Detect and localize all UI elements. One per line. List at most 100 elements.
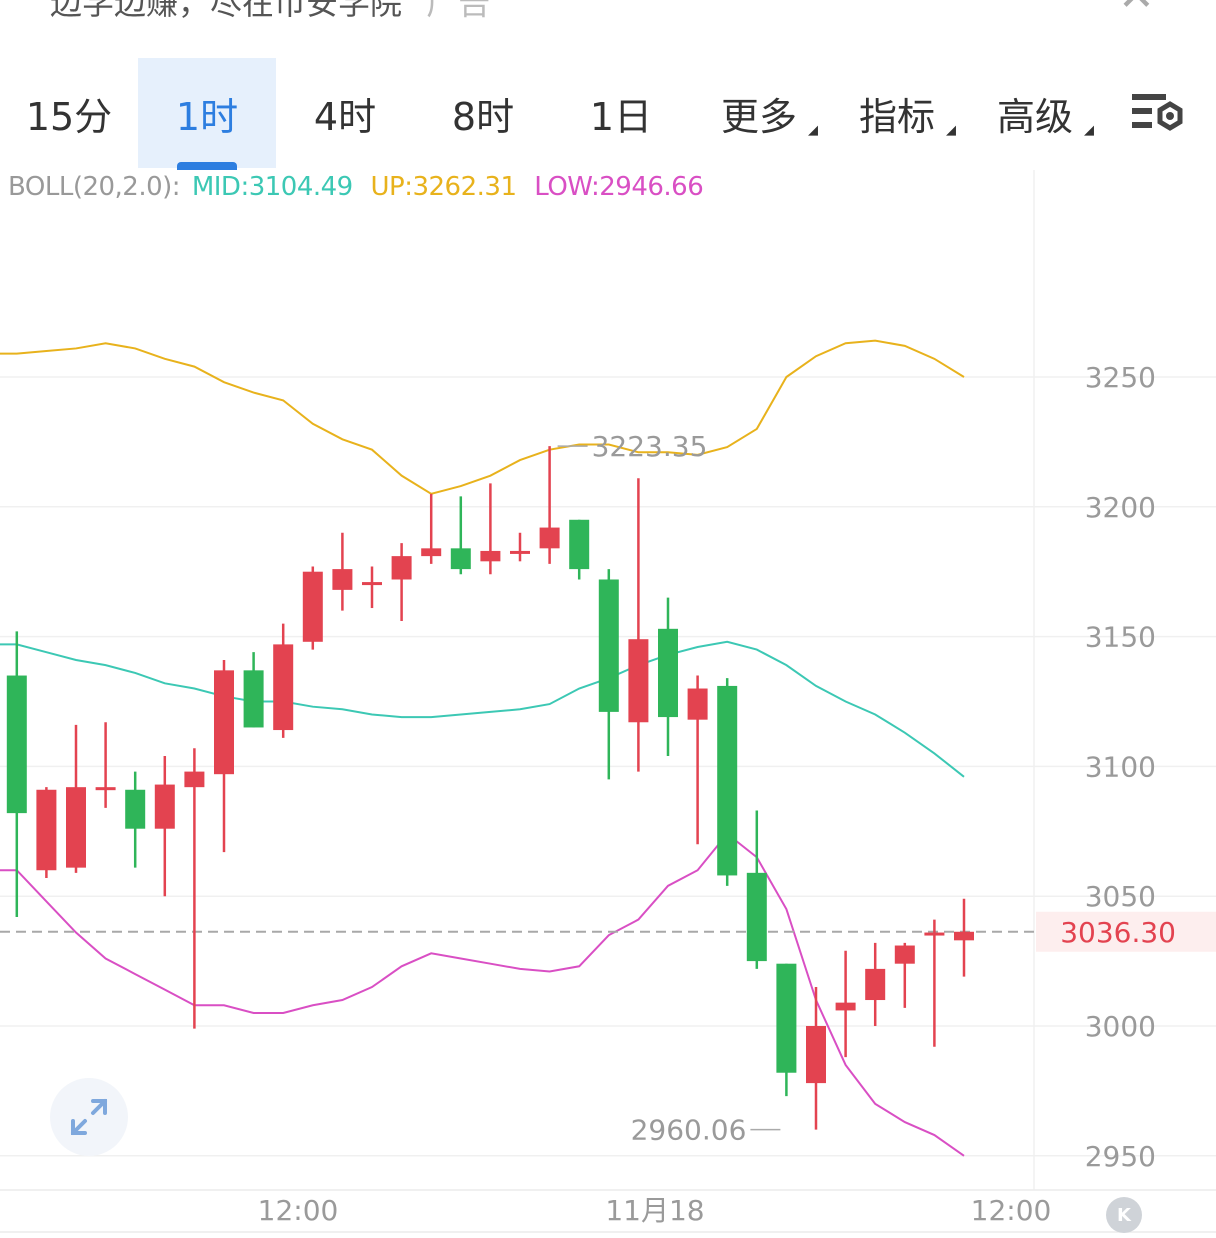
candle-body (421, 548, 442, 557)
candle (214, 659, 234, 853)
low-price-label: 2960.06 (631, 1114, 747, 1147)
candle-body (243, 670, 264, 728)
expand-icon (71, 1099, 107, 1135)
tab-8h[interactable]: 8时 (414, 58, 552, 168)
tab-label: 1日 (589, 94, 653, 139)
candle-body (36, 789, 57, 871)
y-axis-label: 3250 (1085, 361, 1156, 394)
tab-label: 指标 (858, 94, 935, 139)
candle (95, 722, 116, 808)
candle-body (717, 685, 738, 876)
candle (569, 519, 590, 580)
candle (894, 942, 915, 1008)
candle (450, 496, 471, 575)
candle-body (806, 1026, 826, 1084)
ad-title[interactable]: 边学边赚，尽在币安学院 广告 (50, 0, 490, 24)
tab-advanced[interactable]: 高级 ◢ (966, 58, 1104, 168)
candle (421, 493, 442, 564)
candle-body (510, 550, 530, 554)
candle (717, 678, 738, 886)
candle-body (539, 527, 560, 549)
ad-title-text: 边学边赚，尽在币安学院 (50, 0, 403, 22)
candle-body (273, 644, 294, 731)
candle (66, 724, 86, 873)
boll-mid-value: MID:3104.49 (191, 172, 353, 202)
candle-body (154, 784, 175, 829)
tab-more[interactable]: 更多 ◢ (690, 58, 828, 168)
tab-indicators[interactable]: 指标 ◢ (828, 58, 966, 168)
candle (776, 963, 797, 1097)
high-price-label: 3223.35 (592, 430, 708, 463)
ad-label: 广告 (426, 0, 491, 22)
candle (510, 532, 530, 562)
candle-body (598, 579, 619, 712)
candle (539, 446, 560, 564)
candle-body (954, 931, 974, 941)
boll-legend: BOLL(20,2.0): MID:3104.49 UP:3262.31 LOW… (8, 172, 713, 202)
candle-body (628, 639, 649, 723)
candle-body (658, 628, 678, 718)
x-axis-label: 12:00 (258, 1194, 339, 1227)
candle (36, 787, 57, 879)
chart-settings-icon[interactable] (1128, 88, 1188, 140)
boll-up-value: UP:3262.31 (370, 172, 518, 202)
x-axis-label: 11月18 (605, 1194, 704, 1227)
timeframe-tabs: 15分 1时 4时 8时 1日 更多 ◢ 指标 ◢ 高级 ◢ (0, 58, 1216, 170)
candle-body (391, 556, 412, 580)
candle-body (569, 519, 590, 570)
boll-low-value: LOW:2946.66 (534, 172, 704, 202)
candle-body (746, 872, 767, 962)
candle (628, 478, 649, 772)
candle-body (450, 548, 471, 570)
candle-body (835, 1002, 856, 1011)
candle-body (776, 963, 797, 1073)
tab-label: 15分 (25, 94, 113, 139)
kline-toggle-button[interactable]: K (1106, 1197, 1142, 1233)
y-axis-label: 3050 (1085, 880, 1156, 913)
current-price-tag (1036, 911, 1216, 952)
tab-label: 1时 (175, 94, 239, 139)
tab-label: 8时 (451, 94, 515, 139)
candle (302, 566, 323, 650)
candle-body (332, 569, 353, 590)
tab-4h[interactable]: 4时 (276, 58, 414, 168)
y-axis-label: 3000 (1085, 1010, 1156, 1043)
candle (658, 597, 678, 757)
candle (273, 623, 294, 738)
candle (391, 543, 412, 622)
dropdown-triangle-icon: ◢ (946, 123, 956, 138)
candle (806, 987, 826, 1130)
current-price-label: 3036.30 (1060, 916, 1176, 949)
candle-body (480, 550, 501, 562)
candle-body (865, 968, 886, 1001)
candle (184, 748, 205, 1029)
tab-15m[interactable]: 15分 (0, 58, 138, 168)
candle-body (125, 789, 146, 829)
candle (924, 919, 945, 1047)
y-axis-label: 3150 (1085, 621, 1156, 654)
tab-1h[interactable]: 1时 (138, 58, 276, 170)
expand-button[interactable] (50, 1078, 128, 1156)
tab-1d[interactable]: 1日 (552, 58, 690, 168)
candle (243, 652, 264, 728)
candle-body (95, 787, 116, 791)
tab-label: 4时 (313, 94, 377, 139)
dropdown-triangle-icon: ◢ (1084, 123, 1094, 138)
candle-body (6, 675, 27, 814)
candle (362, 566, 382, 609)
candle-body (687, 688, 708, 720)
boll-name: BOLL(20,2.0): (8, 172, 181, 202)
close-icon[interactable]: ✕ (1118, 0, 1155, 21)
candle (865, 942, 886, 1026)
candle (125, 771, 146, 868)
candle-body (362, 582, 382, 586)
y-axis-label: 2950 (1085, 1140, 1156, 1173)
dropdown-triangle-icon: ◢ (808, 123, 818, 138)
candle-body (184, 771, 205, 788)
candle-body (66, 787, 86, 868)
candlestick-chart[interactable]: 3250 3200 3150 3100 3050 3000 2950 12:00 11月18 12… (0, 170, 1216, 1238)
candle (746, 810, 767, 969)
candle-body (302, 571, 323, 642)
y-axis-label: 3200 (1085, 491, 1156, 524)
top-header: 边学边赚，尽在币安学院 广告 ✕ (0, 0, 1216, 40)
